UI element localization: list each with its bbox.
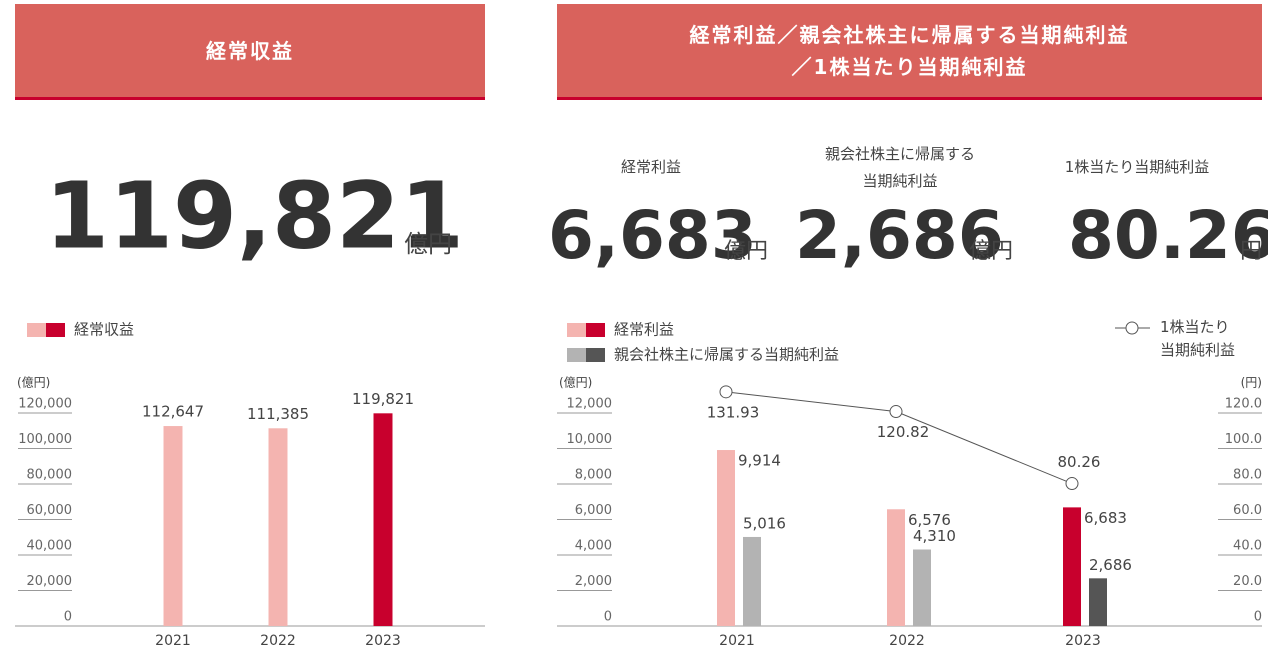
value-label: 6,683: [1084, 509, 1127, 527]
y-tick-label: 60.0: [1233, 503, 1262, 518]
y-tick-label: 100,000: [18, 432, 72, 447]
value-label: 112,647: [142, 403, 204, 421]
legend-label: 1株当たり当期純利益: [1160, 318, 1236, 359]
legend-swatch: [46, 323, 65, 337]
y-tick-label: 0: [604, 610, 612, 625]
y-tick-label: 20,000: [27, 574, 73, 589]
kpi-unit: 億円: [404, 230, 452, 258]
bar: [717, 450, 735, 626]
kpi-label: 1株当たり当期純利益: [1064, 158, 1210, 176]
axis-unit: (円): [1241, 376, 1262, 390]
bar: [163, 426, 183, 626]
x-tick-label: 2021: [155, 633, 191, 649]
line-point: [1065, 477, 1079, 491]
y-tick-label: 8,000: [575, 468, 612, 483]
header-title: 経常収益: [206, 38, 294, 63]
header-title: ／1株当たり当期純利益: [791, 54, 1028, 79]
value-label: 111,385: [247, 405, 309, 423]
kpi-label: 親会社株主に帰属する当期純利益: [824, 145, 975, 190]
legend-label: 経常収益: [74, 321, 134, 339]
x-tick-label: 2022: [260, 633, 296, 649]
x-tick-label: 2023: [365, 633, 401, 649]
y-tick-label: 6,000: [575, 503, 612, 518]
line-point: [719, 385, 733, 399]
value-label: 5,016: [743, 514, 786, 532]
y-tick-label: 2,000: [575, 574, 612, 589]
panel-header: 経常利益／親会社株主に帰属する当期純利益 ／1株当たり当期純利益: [557, 4, 1262, 100]
legend-swatch: [586, 348, 605, 362]
y-tick-label: 4,000: [575, 539, 612, 554]
panel-header: 経常収益: [15, 4, 485, 100]
bar: [268, 428, 288, 626]
header-title: 経常利益／親会社株主に帰属する当期純利益: [689, 22, 1130, 47]
kpi-value: 119,821: [45, 162, 464, 269]
legend-label: 親会社株主に帰属する当期純利益: [614, 346, 839, 364]
y-tick-label: 0: [1254, 610, 1262, 625]
legend-label: 経常利益: [614, 321, 674, 339]
value-label: 119,821: [352, 390, 414, 408]
value-label: 80.26: [1058, 453, 1101, 471]
bar: [743, 536, 761, 626]
legend-swatch: [567, 323, 586, 337]
value-label: 131.93: [707, 403, 760, 421]
bar: [373, 413, 393, 626]
bar: [913, 549, 931, 626]
y-tick-label: 60,000: [27, 503, 73, 518]
legend-swatch: [567, 348, 586, 362]
kpi-value: 80.26: [1068, 197, 1268, 274]
kpi-unit: 億円: [969, 239, 1013, 264]
y-tick-label: 120.0: [1225, 397, 1262, 412]
y-tick-label: 12,000: [567, 397, 613, 412]
kpi-value: 2,686: [795, 197, 1004, 274]
x-tick-label: 2022: [889, 633, 925, 649]
y-tick-label: 20.0: [1233, 574, 1262, 589]
x-tick-label: 2021: [719, 633, 755, 649]
axis-unit: (億円): [17, 376, 50, 390]
y-tick-label: 80,000: [27, 468, 73, 483]
bar: [887, 509, 905, 626]
y-tick-label: 100.0: [1225, 432, 1262, 447]
y-tick-label: 80.0: [1233, 468, 1262, 483]
kpi-label: 経常利益: [620, 158, 681, 176]
y-tick-label: 40,000: [27, 539, 73, 554]
axis-unit: (億円): [559, 376, 592, 390]
y-tick-label: 10,000: [567, 432, 613, 447]
y-tick-label: 0: [64, 610, 72, 625]
kpi-value: 6,683: [548, 197, 757, 274]
legend-marker: [1125, 321, 1139, 335]
y-tick-label: 120,000: [18, 397, 72, 412]
kpi-unit: 円: [1240, 239, 1262, 264]
value-label: 9,914: [738, 452, 781, 470]
x-tick-label: 2023: [1065, 633, 1101, 649]
y-tick-label: 40.0: [1233, 539, 1262, 554]
line-point: [889, 405, 903, 419]
kpi-unit: 億円: [724, 239, 768, 264]
bar: [1063, 507, 1081, 626]
value-label: 120.82: [877, 423, 930, 441]
value-label: 2,686: [1089, 556, 1132, 574]
legend-swatch: [27, 323, 46, 337]
value-label: 4,310: [913, 527, 956, 545]
bar: [1089, 578, 1107, 626]
value-label: 6,576: [908, 511, 951, 529]
legend-swatch: [586, 323, 605, 337]
